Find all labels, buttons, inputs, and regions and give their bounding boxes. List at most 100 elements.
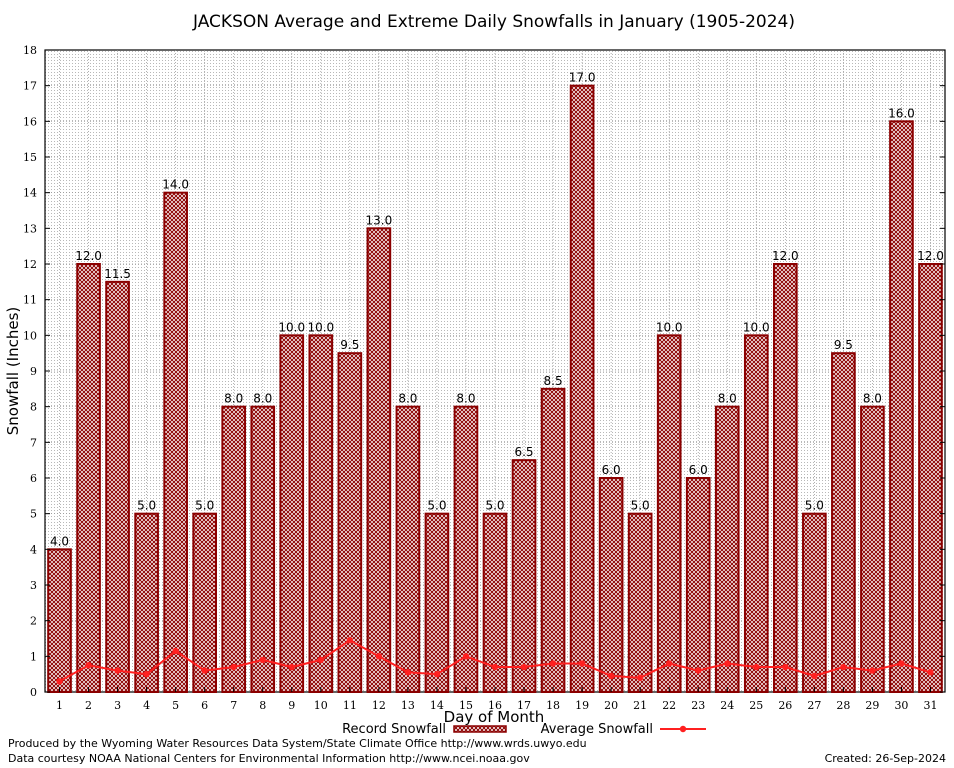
y-tick-label: 10 bbox=[23, 329, 37, 342]
x-tick-label: 7 bbox=[230, 699, 237, 712]
x-tick-label: 29 bbox=[865, 699, 879, 712]
average-snowfall-point bbox=[520, 663, 528, 671]
bar-value-label: 8.0 bbox=[253, 392, 272, 406]
record-snowfall-bar bbox=[918, 263, 943, 693]
record-snowfall-bar bbox=[831, 352, 856, 693]
x-tick-label: 2 bbox=[85, 699, 92, 712]
y-tick-label: 16 bbox=[23, 115, 37, 128]
average-snowfall-point bbox=[85, 662, 92, 669]
record-snowfall-bar bbox=[714, 405, 740, 693]
bar-value-label: 8.0 bbox=[224, 392, 243, 406]
record-snowfall-bar bbox=[366, 227, 392, 693]
x-tick-label: 28 bbox=[836, 699, 850, 712]
bar-value-label: 11.5 bbox=[104, 267, 131, 281]
x-axis-label: Day of Month bbox=[444, 708, 545, 726]
average-snowfall-point bbox=[56, 678, 63, 685]
average-snowfall-point bbox=[636, 674, 644, 681]
bar-value-label: 4.0 bbox=[50, 534, 69, 548]
bar-value-label: 8.0 bbox=[863, 392, 882, 406]
bar-value-label: 5.0 bbox=[427, 499, 446, 513]
bar-value-label: 5.0 bbox=[195, 499, 214, 513]
average-snowfall-point bbox=[317, 656, 325, 664]
record-snowfall-bar bbox=[279, 334, 305, 693]
average-snowfall-point bbox=[346, 637, 354, 644]
x-tick-label: 16 bbox=[488, 699, 502, 712]
bar-value-label: 8.0 bbox=[456, 392, 475, 406]
record-snowfall-bar bbox=[743, 334, 769, 693]
record-snowfall-bar bbox=[250, 405, 276, 693]
bar-value-label: 13.0 bbox=[366, 213, 393, 227]
average-snowfall-point bbox=[782, 663, 789, 671]
y-tick-label: 9 bbox=[30, 365, 37, 378]
x-tick-label: 23 bbox=[691, 699, 705, 712]
legend-average-marker bbox=[679, 725, 687, 733]
y-tick-label: 7 bbox=[30, 436, 37, 449]
bar-value-label: 5.0 bbox=[137, 499, 156, 513]
x-tick-label: 6 bbox=[201, 699, 208, 712]
y-tick-label: 13 bbox=[23, 222, 37, 235]
average-snowfall-point bbox=[375, 653, 383, 660]
y-tick-label: 1 bbox=[30, 650, 37, 663]
average-snowfall-point bbox=[114, 667, 121, 674]
x-tick-label: 18 bbox=[546, 699, 560, 712]
x-tick-label: 3 bbox=[114, 699, 121, 712]
record-snowfall-bar bbox=[308, 334, 334, 693]
record-snowfall-bar bbox=[889, 120, 914, 694]
record-snowfall-bar bbox=[627, 512, 653, 694]
x-tick-label: 22 bbox=[662, 699, 676, 712]
y-tick-label: 12 bbox=[23, 258, 37, 271]
average-snowfall-point bbox=[491, 663, 499, 671]
average-snowfall-point bbox=[259, 656, 266, 664]
average-snowfall-point bbox=[230, 663, 237, 671]
y-tick-label: 2 bbox=[30, 615, 37, 628]
bar-value-label: 5.0 bbox=[631, 499, 650, 513]
bar-value-label: 12.0 bbox=[772, 249, 799, 263]
average-snowfall-point bbox=[288, 663, 295, 671]
footer-produced-by: Produced by the Wyoming Water Resources … bbox=[8, 737, 587, 750]
bar-value-label: 6.0 bbox=[689, 463, 708, 477]
record-snowfall-bar bbox=[163, 191, 188, 694]
footer-data-courtesy: Data courtesy NOAA National Centers for … bbox=[8, 752, 530, 765]
x-tick-label: 14 bbox=[430, 699, 444, 712]
average-snowfall-point bbox=[462, 653, 470, 660]
x-tick-label: 25 bbox=[749, 699, 763, 712]
bar-value-label: 12.0 bbox=[917, 249, 944, 263]
bar-value-label: 9.5 bbox=[340, 338, 359, 352]
average-snowfall-point bbox=[578, 660, 586, 667]
y-tick-label: 8 bbox=[30, 401, 37, 414]
x-tick-label: 12 bbox=[372, 699, 386, 712]
record-snowfall-bar bbox=[221, 405, 247, 693]
bar-value-label: 8.0 bbox=[398, 392, 417, 406]
x-tick-label: 20 bbox=[604, 699, 618, 712]
average-snowfall-point bbox=[898, 660, 905, 667]
record-snowfall-bar bbox=[860, 405, 885, 693]
x-tick-label: 26 bbox=[778, 699, 792, 712]
x-tick-label: 24 bbox=[720, 699, 734, 712]
record-snowfall-bar bbox=[511, 459, 537, 693]
record-snowfall-bar bbox=[802, 512, 827, 694]
x-tick-label: 5 bbox=[172, 699, 179, 712]
average-snowfall-point bbox=[840, 663, 847, 671]
record-snowfall-bar bbox=[424, 512, 450, 694]
legend-record-label: Record Snowfall bbox=[342, 722, 446, 737]
average-snowfall-point bbox=[724, 660, 731, 667]
bar-value-label: 10.0 bbox=[307, 320, 334, 334]
average-snowfall-point bbox=[433, 670, 441, 678]
average-snowfall-point bbox=[665, 660, 673, 667]
average-snowfall-point bbox=[869, 667, 876, 674]
bar-value-label: 16.0 bbox=[888, 106, 915, 120]
average-snowfall-point bbox=[201, 667, 208, 674]
record-snowfall-bar bbox=[773, 263, 798, 693]
record-snowfall-bar bbox=[47, 548, 72, 693]
y-tick-label: 11 bbox=[23, 294, 37, 307]
x-tick-label: 30 bbox=[894, 699, 908, 712]
legend-average-label: Average Snowfall bbox=[541, 722, 653, 737]
x-tick-label: 13 bbox=[401, 699, 415, 712]
bar-value-label: 10.0 bbox=[743, 320, 770, 334]
x-tick-label: 27 bbox=[807, 699, 821, 712]
x-tick-label: 31 bbox=[923, 699, 937, 712]
record-snowfall-bar bbox=[656, 334, 682, 693]
x-tick-label: 9 bbox=[288, 699, 295, 712]
bar-value-label: 6.5 bbox=[514, 445, 533, 459]
